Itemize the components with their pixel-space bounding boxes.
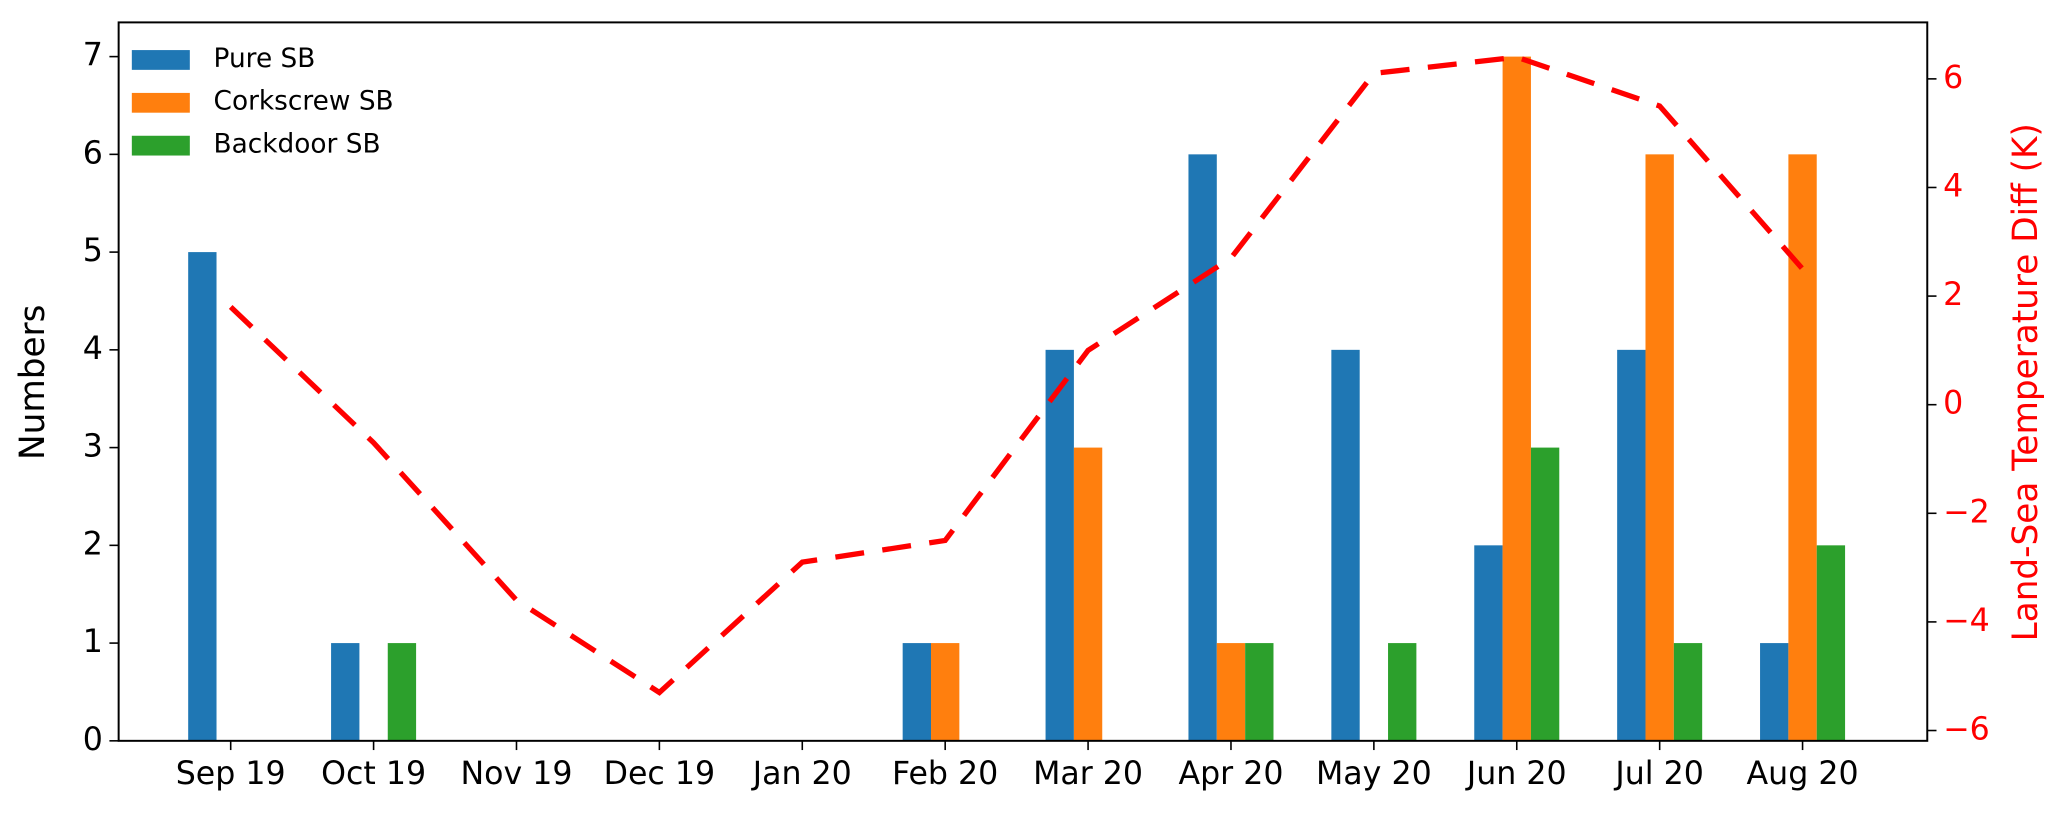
y-tick-label: 4 [83, 331, 103, 367]
y-tick-label: 3 [83, 429, 103, 465]
legend-label: Corkscrew SB [214, 87, 394, 117]
y2-tick-label: 2 [1943, 277, 1963, 313]
legend-label: Backdoor SB [214, 129, 381, 159]
bar [1331, 349, 1360, 741]
bar [1188, 154, 1217, 741]
bar [1502, 56, 1531, 741]
y-tick-label: 7 [83, 38, 103, 74]
bar [931, 643, 960, 741]
x-tick-label: Apr 20 [1178, 756, 1283, 792]
x-tick-label: Sep 19 [176, 756, 286, 792]
y-tick-label: 2 [83, 526, 103, 562]
bar [387, 643, 417, 741]
x-tick-label: Jan 20 [751, 756, 852, 792]
x-tick-label: Oct 19 [321, 756, 426, 792]
y-tick-label: 0 [83, 722, 103, 758]
bar [1045, 349, 1074, 741]
y-axis-label: Numbers [13, 305, 53, 461]
y2-tick-label: 0 [1943, 386, 1963, 422]
bar [1645, 154, 1674, 741]
bar [331, 643, 360, 741]
x-tick-label: Jun 20 [1465, 756, 1567, 792]
x-tick-label: Jul 20 [1613, 756, 1703, 792]
legend-swatch [131, 50, 190, 70]
bar [1388, 643, 1417, 741]
y2-tick-label: −2 [1943, 494, 1990, 530]
bar [1816, 545, 1846, 741]
x-tick-label: Aug 20 [1747, 756, 1859, 792]
plot-frame [117, 21, 1929, 742]
bar [1245, 643, 1274, 741]
y2-tick-label: −6 [1943, 712, 1990, 748]
y-tick-label: 5 [83, 233, 103, 269]
y2-tick-label: 6 [1943, 60, 1963, 96]
bar [1216, 643, 1246, 741]
bar [1760, 643, 1789, 741]
legend-swatch [131, 135, 190, 156]
x-tick-label: Feb 20 [892, 756, 998, 792]
bar [1617, 349, 1646, 741]
bar [902, 643, 932, 741]
bar [1530, 447, 1560, 741]
bar [188, 252, 217, 741]
y-tick-label: 6 [83, 135, 103, 171]
y-tick-label: 1 [83, 624, 103, 660]
legend-swatch [131, 92, 190, 113]
x-tick-label: Mar 20 [1033, 756, 1143, 792]
bar [1673, 643, 1703, 741]
x-tick-label: Dec 19 [604, 756, 715, 792]
bar [1474, 545, 1503, 741]
legend-label: Pure SB [214, 44, 316, 74]
y2-axis-label: Land-Sea Temperature Diff (K) [2006, 123, 2046, 641]
y2-tick-label: 4 [1943, 168, 1963, 204]
temperature-line [228, 54, 1805, 696]
x-tick-label: May 20 [1316, 756, 1432, 792]
bar [1073, 447, 1103, 741]
bar [1788, 154, 1817, 741]
y2-tick-label: −4 [1943, 603, 1990, 639]
x-tick-label: Nov 19 [460, 756, 572, 792]
